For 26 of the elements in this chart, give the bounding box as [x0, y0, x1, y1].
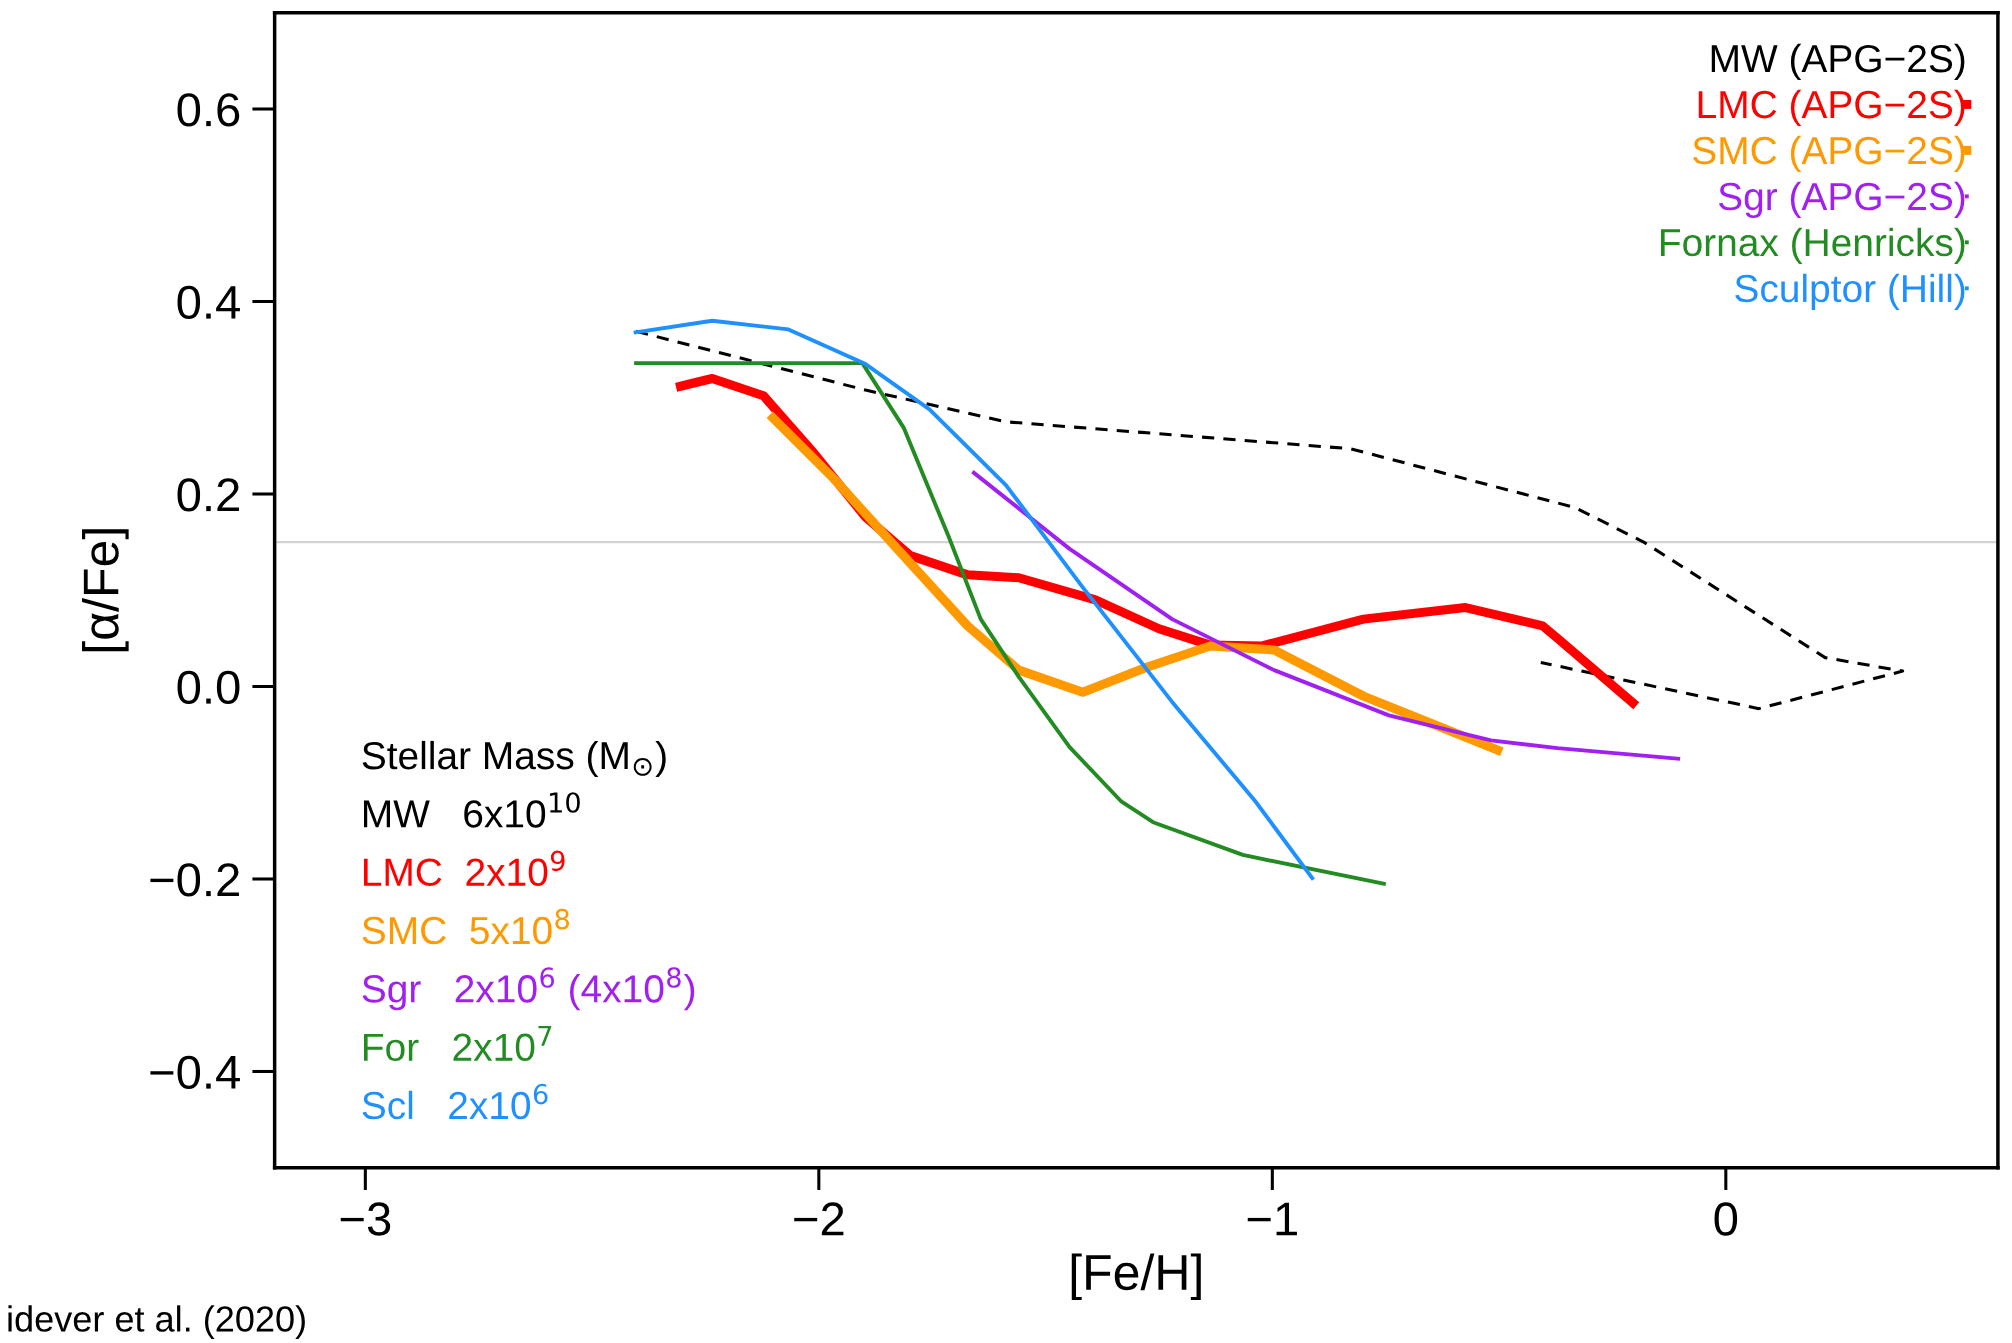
y-tick-label: 0.2	[177, 478, 239, 512]
legend-label: SMC (APG−2S)	[1693, 135, 1965, 173]
y-tick-label: −0.4	[150, 1055, 240, 1090]
annotation: For 2x10$^{7}$	[363, 1025, 552, 1062]
annotation: LMC 2x10$^{9}$	[363, 850, 565, 887]
y-tick-label: −0.2	[150, 863, 239, 897]
legend-label: Fornax (Henricks)	[1661, 227, 1965, 264]
annotation: Stellar Mass (M$_{⊙}$)	[362, 740, 666, 778]
x-axis-title: [Fe/H]	[1071, 1253, 1201, 1301]
annotation: SMC 5x10$^{8}$	[362, 908, 569, 945]
y-tick-label: 0.6	[177, 93, 240, 127]
y-tick-label: 0.0	[177, 670, 240, 705]
annotation: MW 6x10$^{10}$	[363, 792, 580, 828]
x-tick-label: 0	[1714, 1202, 1738, 1236]
legend-label: LMC (APG−2S)	[1698, 89, 1965, 127]
x-tick-label: −2	[794, 1202, 844, 1236]
legend-label: Sgr (APG−2S)	[1718, 181, 1965, 219]
x-tick-label: −1	[1247, 1202, 1297, 1236]
annotation: Sgr 2x10$^{6}$ (4x10$^{8}$)	[362, 967, 695, 1011]
text: MW (APG−2S)	[1711, 43, 1965, 81]
legend-label: Sculptor (Hill)	[1735, 273, 1965, 310]
text: idever et al. (2020)	[8, 1305, 305, 1339]
y-tick-label: 0.4	[177, 285, 240, 320]
x-tick-label: −3	[340, 1202, 391, 1236]
y-axis-title: [α/Fe]	[82, 529, 129, 652]
annotation: Scl 2x10$^{6}$	[362, 1083, 548, 1120]
